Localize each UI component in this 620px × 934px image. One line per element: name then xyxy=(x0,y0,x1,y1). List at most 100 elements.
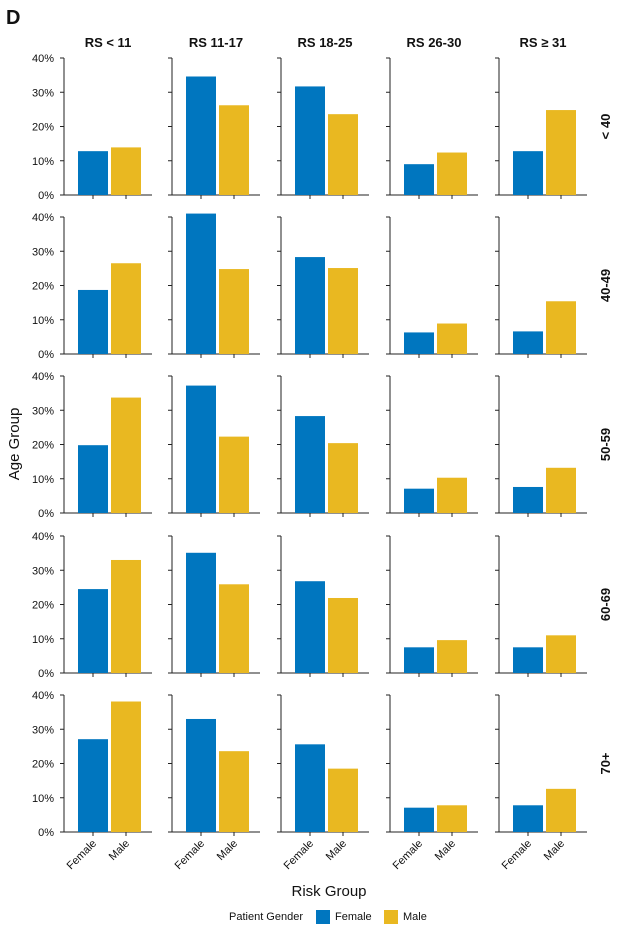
facet-40-49-rs-26-30 xyxy=(386,216,478,358)
y-tick-label: 0% xyxy=(38,508,54,520)
bar-female xyxy=(513,486,543,513)
legend-female-label: Female xyxy=(335,911,372,923)
bar-male xyxy=(328,443,358,513)
facet-70-rs-11-17: Female Male xyxy=(168,694,260,872)
y-tick-label: 0% xyxy=(38,827,54,839)
facet-60-69-rs-18-25 xyxy=(277,535,369,677)
facet-70-rs-lt-11: 0% 10% 20% 30% 40% Female Male xyxy=(32,690,152,872)
bar-male xyxy=(219,751,249,832)
x-tick-label: Male xyxy=(324,838,349,863)
y-tick-label: 10% xyxy=(32,793,54,805)
bar-male xyxy=(546,110,576,195)
bar-female xyxy=(78,445,108,513)
y-tick-label: 30% xyxy=(32,724,54,736)
facet-60-69-rs-26-30 xyxy=(386,535,478,677)
facet-lt-40-rs-26-30 xyxy=(386,57,478,199)
y-tick-label: 20% xyxy=(32,440,54,452)
column-title-rs-lt-11: RS < 11 xyxy=(85,35,132,50)
facet-50-59-rs-11-17 xyxy=(168,375,260,517)
y-tick-label: 30% xyxy=(32,246,54,258)
y-tick-label: 20% xyxy=(32,122,54,134)
column-title-rs-11-17: RS 11-17 xyxy=(189,35,243,50)
x-axis-title: Risk Group xyxy=(291,883,366,900)
y-tick-label: 40% xyxy=(32,212,54,224)
panel-label: D xyxy=(6,7,20,29)
bar-male xyxy=(328,768,358,832)
bar-female xyxy=(186,213,216,354)
bar-female xyxy=(295,416,325,513)
bar-female xyxy=(404,647,434,673)
bar-male xyxy=(437,640,467,673)
bar-female xyxy=(513,331,543,354)
y-tick-label: 10% xyxy=(32,315,54,327)
legend-title: Patient Gender xyxy=(229,911,303,923)
facet-60-69-rs-lt-11: 0% 10% 20% 30% 40% xyxy=(32,531,152,680)
facet-40-49-rs-11-17 xyxy=(168,213,260,358)
y-tick-label: 10% xyxy=(32,634,54,646)
row-title-70: 70+ xyxy=(598,752,613,774)
bar-male xyxy=(111,701,141,832)
y-axis-title: Age Group xyxy=(6,408,23,481)
facet-50-59-rs-18-25 xyxy=(277,375,369,517)
y-tick-label: 10% xyxy=(32,156,54,168)
x-tick-label: Female xyxy=(282,838,316,872)
bar-female xyxy=(78,151,108,195)
x-tick-label: Male xyxy=(433,838,458,863)
column-title-rs-18-25: RS 18-25 xyxy=(298,35,353,50)
y-tick-label: 0% xyxy=(38,190,54,202)
y-tick-label: 40% xyxy=(32,531,54,543)
bar-male xyxy=(219,584,249,673)
x-tick-label: Female xyxy=(65,838,99,872)
bar-male xyxy=(546,467,576,513)
legend-male-label: Male xyxy=(403,911,427,923)
y-tick-label: 10% xyxy=(32,474,54,486)
bar-female xyxy=(186,552,216,673)
y-tick-label: 40% xyxy=(32,53,54,65)
bar-male xyxy=(111,397,141,513)
bar-female xyxy=(513,151,543,195)
bar-male xyxy=(219,436,249,513)
y-tick-label: 30% xyxy=(32,87,54,99)
facet-50-59-rs-lt-11: 0% 10% 20% 30% 40% xyxy=(32,371,152,520)
bar-female xyxy=(78,739,108,832)
row-title-60-69: 60-69 xyxy=(598,588,613,621)
bar-male xyxy=(219,269,249,354)
bar-male xyxy=(328,114,358,195)
y-tick-label: 20% xyxy=(32,600,54,612)
bar-male xyxy=(111,147,141,195)
bar-male xyxy=(437,152,467,195)
bar-female xyxy=(186,76,216,195)
facet-50-59-rs-26-30 xyxy=(386,375,478,517)
facet-60-69-rs-ge-31 xyxy=(495,535,587,677)
column-title-rs-26-30: RS 26-30 xyxy=(407,35,462,50)
bar-male xyxy=(437,477,467,513)
bar-male xyxy=(328,268,358,354)
y-tick-label: 0% xyxy=(38,668,54,680)
bar-male xyxy=(219,105,249,195)
y-tick-label: 40% xyxy=(32,371,54,383)
facet-lt-40-rs-lt-11: 0% 10% 20% 30% 40% xyxy=(32,53,152,202)
bar-male xyxy=(546,788,576,832)
legend: Patient Gender Female Male xyxy=(229,910,427,924)
facet-60-69-rs-11-17 xyxy=(168,535,260,677)
bar-female xyxy=(404,807,434,832)
bar-female xyxy=(513,805,543,832)
y-tick-label: 20% xyxy=(32,759,54,771)
row-title-50-59: 50-59 xyxy=(598,428,613,461)
row-title-lt-40: < 40 xyxy=(598,114,613,140)
legend-female-swatch xyxy=(316,910,330,924)
bar-male xyxy=(546,635,576,673)
bar-male xyxy=(328,597,358,673)
facet-40-49-rs-18-25 xyxy=(277,216,369,358)
bar-female xyxy=(404,164,434,195)
y-tick-label: 0% xyxy=(38,349,54,361)
bar-male xyxy=(111,263,141,354)
y-tick-label: 30% xyxy=(32,565,54,577)
y-tick-label: 40% xyxy=(32,690,54,702)
bar-female xyxy=(186,718,216,832)
bar-female xyxy=(404,332,434,354)
bar-male xyxy=(111,559,141,673)
bar-female xyxy=(78,289,108,354)
bar-male xyxy=(437,323,467,354)
